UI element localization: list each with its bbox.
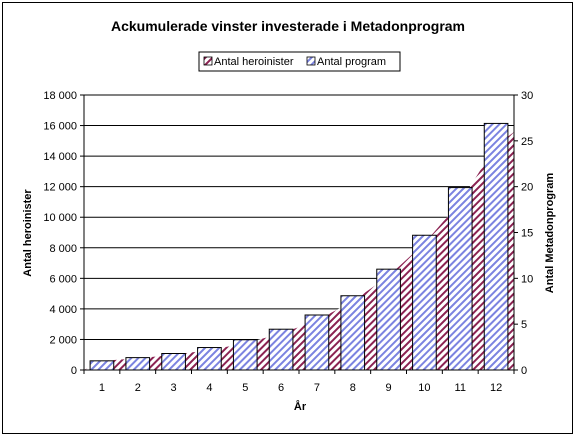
y-tick-label: 16 000 bbox=[43, 121, 77, 133]
legend-label-bar: Antal program bbox=[317, 56, 386, 68]
bar-program-10 bbox=[412, 234, 437, 371]
y-tick-label: 10 000 bbox=[43, 212, 77, 224]
x-tick-label: 2 bbox=[135, 382, 141, 394]
y-axis-label: Antal heroinister bbox=[22, 189, 34, 277]
y-tick-label: 8 000 bbox=[49, 243, 77, 255]
y2-tick-label: 5 bbox=[521, 319, 527, 331]
bar-program-4 bbox=[197, 347, 222, 371]
y2-tick-label: 10 bbox=[521, 273, 533, 285]
bar-program-6 bbox=[268, 328, 294, 371]
x-tick-label: 7 bbox=[314, 382, 320, 394]
x-tick-label: 12 bbox=[490, 382, 502, 394]
x-tick-label: 11 bbox=[455, 382, 466, 394]
x-tick-label: 6 bbox=[278, 382, 284, 394]
x-axis-label: År bbox=[294, 400, 307, 413]
x-tick-label: 4 bbox=[206, 382, 212, 394]
legend-swatch-bar bbox=[306, 56, 316, 66]
y2-tick-label: 0 bbox=[521, 365, 527, 377]
plot-area: 0 2 000 4 000 6 000 8 000 10 000 12 000 14 000 1… bbox=[43, 90, 533, 394]
bar-program-8 bbox=[340, 295, 366, 371]
area-series-heroinister bbox=[84, 131, 514, 370]
x-tick-label: 5 bbox=[242, 382, 248, 394]
chart-title: Ackumulerade vinster investerade i Metad… bbox=[111, 18, 465, 34]
y2-tick-label: 30 bbox=[521, 90, 533, 102]
y2-axis-label: Antal Metadonprogram bbox=[544, 173, 556, 294]
y-tick-label: 14 000 bbox=[43, 151, 77, 163]
bar-program-9 bbox=[376, 268, 401, 371]
x-tick-label: 1 bbox=[99, 382, 105, 394]
y2-tick-label: 15 bbox=[521, 228, 533, 240]
bar-program-1 bbox=[89, 360, 115, 371]
y2-tick-label: 25 bbox=[521, 136, 533, 148]
y-tick-label: 0 bbox=[71, 365, 77, 377]
x-tick-label: 9 bbox=[386, 382, 392, 394]
legend-label-area: Antal heroinister bbox=[214, 56, 294, 68]
bar-program-7 bbox=[304, 314, 330, 371]
legend-swatch-area bbox=[203, 56, 213, 66]
bar-program-11 bbox=[447, 187, 473, 371]
bar-program-3 bbox=[161, 353, 186, 371]
x-tick-label: 10 bbox=[418, 382, 430, 394]
bar-program-12 bbox=[483, 122, 509, 371]
legend: Antal heroinister Antal program bbox=[198, 51, 401, 72]
x-tick-label: 8 bbox=[350, 382, 356, 394]
y-tick-label: 2 000 bbox=[49, 334, 77, 346]
y-tick-label: 6 000 bbox=[49, 273, 77, 285]
x-tick-label: 3 bbox=[171, 382, 177, 394]
bar-program-2 bbox=[125, 357, 151, 371]
bar-program-5 bbox=[232, 339, 258, 371]
y-tick-label: 4 000 bbox=[49, 304, 77, 316]
y-tick-label: 18 000 bbox=[43, 90, 77, 102]
y-tick-label: 12 000 bbox=[43, 182, 77, 194]
y2-tick-label: 20 bbox=[521, 182, 533, 194]
